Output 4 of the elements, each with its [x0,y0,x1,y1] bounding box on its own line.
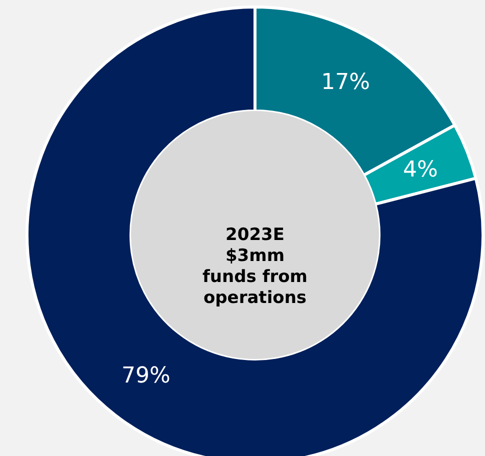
data-label: 79% [121,364,170,389]
text: 2023E $3mm funds from operations [202,225,308,308]
data-label: 17% [321,70,370,95]
data-label: 4% [403,157,438,182]
